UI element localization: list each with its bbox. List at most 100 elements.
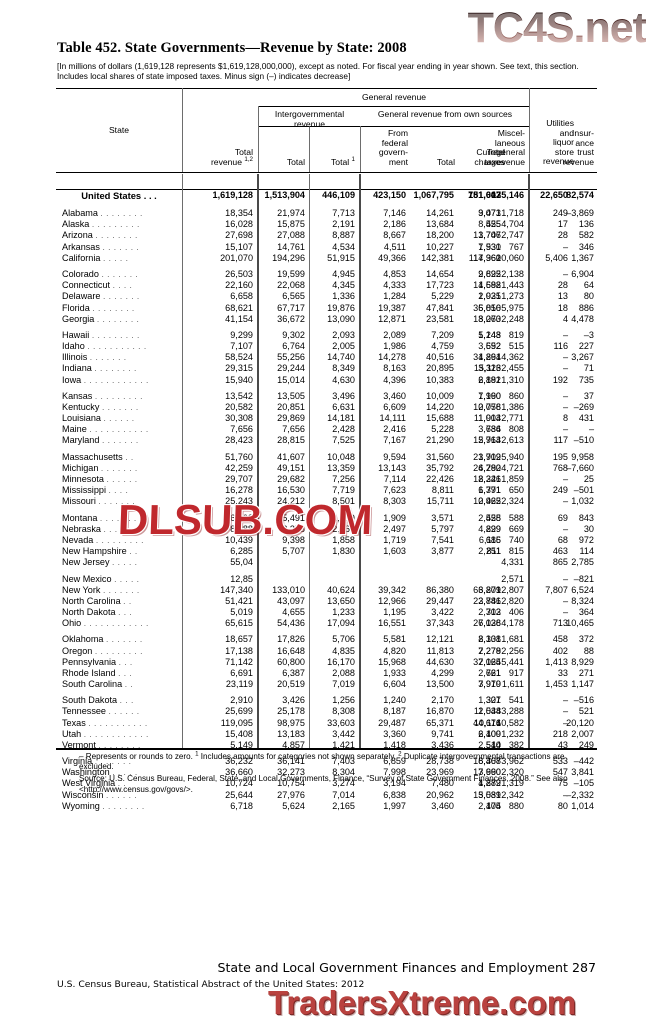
table-cell: 114 [579,546,595,557]
table-cell: 15,116 [473,363,501,374]
table-cell: 43,097 [277,595,305,606]
table-cell: 1,513,904 [264,190,305,200]
table-cell: 17,826 [277,634,305,645]
table-cell: 9,741 [431,728,454,739]
table-row-united-states: United States . . . 1,619,128 1,513,904 446… [56,190,597,203]
table-cell: 133,010 [272,584,305,595]
table-cell: 7,279 [478,645,501,656]
table-cell: 6,771 [478,485,501,496]
state-name: South Carolina . . [62,678,134,689]
table-cell: 36,672 [277,313,305,324]
table-cell: 18,657 [225,634,253,645]
table-cell: – [562,424,568,435]
table-cell: 1,195 [383,606,406,617]
table-cell: 8,303 [383,496,406,507]
table-cell: 14,654 [426,269,454,280]
table-cell: 13,706 [473,230,501,241]
table-cell: 27,088 [277,230,305,241]
table-cell: 24,212 [277,496,305,507]
table-cell: 3,531 [478,789,501,800]
table-cell: 44,676 [473,717,501,728]
table-cell: 12,871 [378,313,406,324]
table-cell: 2,416 [383,424,406,435]
state-name: Colorado . . . . . . . [62,269,139,280]
table-cell: 13,359 [327,462,355,473]
table-cell: 6,631 [332,402,355,412]
table-row: Maine . . . . . . . . . . . 7,656 7,656 2,… [56,424,597,435]
table-cell: 12,121 [426,634,454,645]
vline-total-revenue-body [257,174,259,748]
table-cell: 1,990 [478,390,501,401]
table-cell: 781,647 [468,190,501,200]
table-cell: 51,421 [225,595,253,606]
table-cell: 3,323 [478,363,501,374]
table-cell: 2,093 [332,329,355,340]
table-cell: –501 [573,485,594,496]
table-cell: 6,109 [478,728,501,739]
state-name: New Hampshire . . [62,546,138,557]
table-cell: 2,910 [230,695,253,706]
table-cell: 372 [578,634,594,645]
table-cell: 4,704 [501,219,524,230]
table-cell: 15,408 [225,728,253,739]
table-cell: – [562,717,568,728]
table-cell: 88 [583,645,594,656]
table-cell: 458 [552,634,568,645]
table-cell: 35,850 [473,302,501,313]
table-cell: 1,386 [501,402,524,412]
table-cell: –510 [573,435,594,446]
table-cell: 13,542 [225,390,253,401]
table-cell: 3,910 [478,678,501,689]
table-cell: 10,056 [473,402,501,412]
table-cell: 768 [552,462,568,473]
table-cell: 60,800 [277,656,305,667]
table-cell: 1,367 [571,252,594,263]
table-cell: 3,652 [478,341,501,352]
table-cell: 2,251 [478,546,501,557]
table-cell: 15,089 [473,789,501,800]
table-cell: 10,465 [566,618,594,629]
table-cell: 8,308 [332,706,355,717]
table-cell: 30 [583,523,594,534]
table-cell: 71 [583,363,594,374]
table-cell: 7,403 [332,756,355,767]
table-cell: 1,014 [571,800,594,811]
table-cell: 819 [508,329,524,340]
table-cell: 2,455 [501,363,524,374]
table-cell: 6,290 [478,462,501,473]
table-cell: –3 [583,329,594,340]
table-cell: – [562,390,568,401]
table-cell: 12,966 [378,595,406,606]
table-cell: 1,681 [501,634,524,645]
table-cell: 972 [578,534,594,545]
table-cell: 2,320 [501,767,524,778]
state-name: New Jersey . . . . . [62,557,138,568]
table-cell: 1,986 [383,341,406,352]
vline-gr-total [309,126,310,172]
table-cell: 346 [578,241,594,252]
table-cell: 9,625 [478,269,501,280]
table-cell: 201,070 [220,252,253,263]
table-cell: 1,240 [383,695,406,706]
table-cell: 1,909 [383,512,406,523]
table-cell: 249 [552,485,568,496]
table-cell: 7,623 [383,485,406,496]
state-name: Mississippi . . . . [62,485,129,496]
table-cell: 20,582 [225,402,253,412]
table-cell: –269 [573,402,594,412]
table-cell: – [562,595,568,606]
table-cell: 307 [485,695,501,706]
table-cell: 13,143 [378,462,406,473]
header-current-charges: Current charges [474,147,505,167]
table-cell: 8,358 [282,523,305,534]
table-cell: 25,243 [225,496,253,507]
table-cell: 13,090 [327,313,355,324]
table-cell: 54,436 [277,618,305,629]
table-cell: 2,497 [383,523,406,534]
table-cell: 18,354 [225,208,253,219]
table-cell: 16,870 [426,706,454,717]
watermark-traders-shadow: TradersXtreme.com [270,986,579,1023]
table-cell: – [562,352,568,363]
table-cell: 32,124 [473,656,501,667]
table-cell: 4,882 [478,778,501,789]
